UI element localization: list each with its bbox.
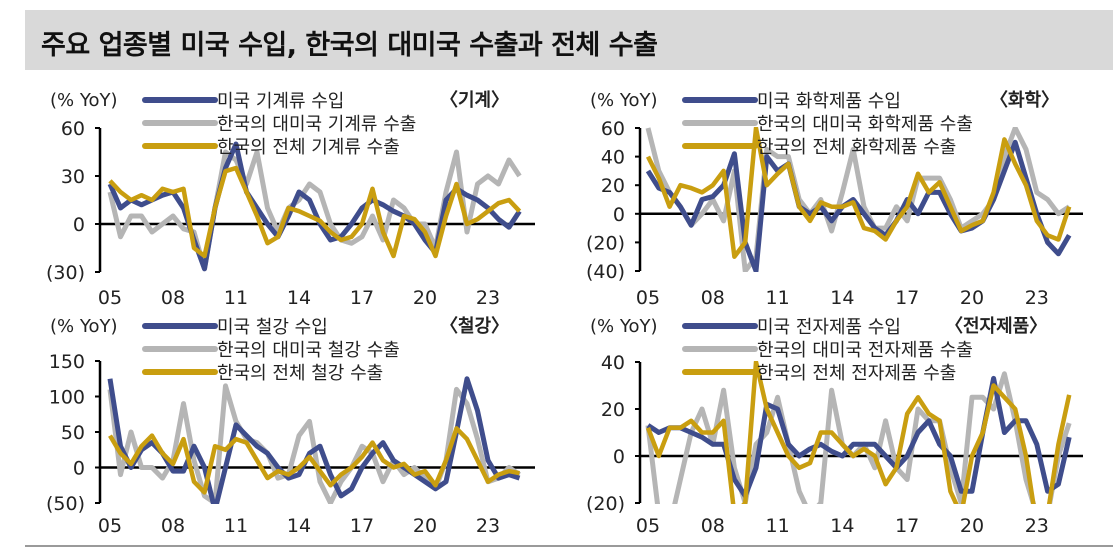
legend-label: 한국의 대미국 철강 수출 (217, 340, 400, 361)
y-tick-label: 30 (61, 166, 85, 188)
title-bar: 주요 업종별 미국 수입, 한국의 대미국 수출과 전체 수출 (25, 10, 1113, 70)
x-tick-label: 11 (224, 287, 248, 309)
y-tick-label: 20 (601, 399, 625, 421)
x-tick-label: 14 (287, 287, 311, 309)
x-tick-label: 17 (895, 287, 919, 309)
y-tick-label: (40) (586, 261, 625, 283)
legend-label: 미국 전자제품 수입 (757, 317, 901, 338)
series-line-us-imports (645, 139, 1072, 272)
legend-label: 미국 기계류 수입 (217, 91, 344, 112)
y-unit-label: (% YoY) (590, 90, 657, 111)
y-tick-label: 40 (601, 352, 625, 374)
x-tick-label: 05 (98, 515, 122, 537)
panel-electronics: 40 20 0 (20) 05 08 11 14 17 20 23 (% YoY) 미국 전자제품 수입… (586, 316, 1083, 537)
x-tick-label: 14 (830, 515, 854, 537)
y-unit-label: (% YoY) (50, 90, 117, 111)
y-tick-label: (50) (46, 493, 85, 515)
y-tick-label: 40 (601, 147, 625, 169)
x-tick-label: 23 (476, 515, 500, 537)
series-line-kr-exports-to-us (107, 383, 521, 504)
bottom-divider (25, 545, 1113, 547)
legend-label: 미국 화학제품 수입 (757, 91, 901, 112)
x-tick-label: 08 (701, 287, 725, 309)
y-tick-label: 0 (613, 446, 625, 468)
x-tick-label: 05 (98, 287, 122, 309)
x-tick-label: 11 (766, 287, 790, 309)
legend-label: 한국의 전체 화학제품 수출 (757, 137, 956, 158)
panel-title: 〈기계〉 (440, 90, 509, 111)
y-tick-label: 100 (49, 387, 85, 409)
y-tick-label: 50 (61, 422, 85, 444)
x-tick-label: 20 (960, 515, 984, 537)
legend-label: 한국의 전체 기계류 수출 (217, 137, 400, 158)
y-tick-label: (30) (46, 262, 85, 284)
x-tick-label: 11 (766, 515, 790, 537)
y-unit-label: (% YoY) (50, 316, 117, 337)
legend-label: 한국의 전체 철강 수출 (217, 363, 383, 384)
y-tick-label: (20) (586, 493, 625, 515)
x-tick-label: 23 (476, 287, 500, 309)
series-line-kr-total-exports (108, 165, 522, 259)
panel-title: 〈화학〉 (990, 89, 1059, 111)
x-tick-label: 11 (224, 515, 248, 537)
legend-label: 한국의 대미국 전자제품 수출 (757, 340, 973, 361)
x-tick-label: 23 (1025, 287, 1049, 309)
series-line-us-imports (646, 375, 1072, 499)
series-line-kr-exports-to-us (645, 127, 1071, 272)
x-tick-label: 20 (960, 287, 984, 309)
x-tick-label: 05 (636, 287, 660, 309)
y-tick-label: (20) (586, 232, 625, 254)
x-tick-label: 23 (1025, 515, 1049, 537)
x-tick-label: 17 (350, 515, 374, 537)
x-tick-label: 20 (413, 287, 437, 309)
series-line-kr-total-exports (645, 361, 1072, 504)
x-tick-label: 20 (413, 515, 437, 537)
panel-steel: 150 100 50 0 (50) 05 08 11 14 17 20 23 (% YoY) 미국 철강 … (46, 316, 535, 537)
x-tick-label: 08 (701, 515, 725, 537)
series-line-kr-exports-to-us (107, 149, 522, 272)
y-tick-label: 0 (73, 214, 85, 236)
y-tick-label: 60 (61, 118, 85, 140)
legend-label: 미국 철강 수입 (217, 317, 328, 338)
y-tick-label: 60 (601, 118, 625, 140)
series-line-us-imports (107, 376, 521, 504)
x-tick-label: 17 (895, 515, 919, 537)
x-tick-label: 14 (830, 287, 854, 309)
page-title: 주요 업종별 미국 수입, 한국의 대미국 수출과 전체 수출 (41, 30, 658, 61)
panel-title: 〈전자제품〉 (945, 316, 1047, 337)
x-tick-label: 08 (161, 515, 185, 537)
legend-label: 한국의 대미국 기계류 수출 (217, 114, 416, 135)
panel-chemicals: 60 40 20 0 (20) (40) 05 08 11 14 17 20 23 (% YoY) 미국 화… (586, 89, 1083, 309)
panel-title: 〈철강〉 (440, 316, 509, 337)
x-tick-label: 17 (350, 287, 374, 309)
series-line-kr-total-exports (645, 127, 1072, 259)
x-tick-label: 14 (287, 515, 311, 537)
x-tick-label: 08 (161, 287, 185, 309)
y-tick-label: 150 (49, 351, 85, 373)
x-tick-label: 05 (636, 515, 660, 537)
legend-label: 한국의 대미국 화학제품 수출 (757, 114, 973, 135)
series-line-kr-total-exports (108, 426, 520, 495)
y-tick-label: 0 (613, 204, 625, 226)
y-tick-label: 0 (73, 458, 85, 480)
y-unit-label: (% YoY) (590, 316, 657, 337)
legend-label: 한국의 전체 전자제품 수출 (757, 363, 956, 384)
y-tick-label: 20 (601, 175, 625, 197)
